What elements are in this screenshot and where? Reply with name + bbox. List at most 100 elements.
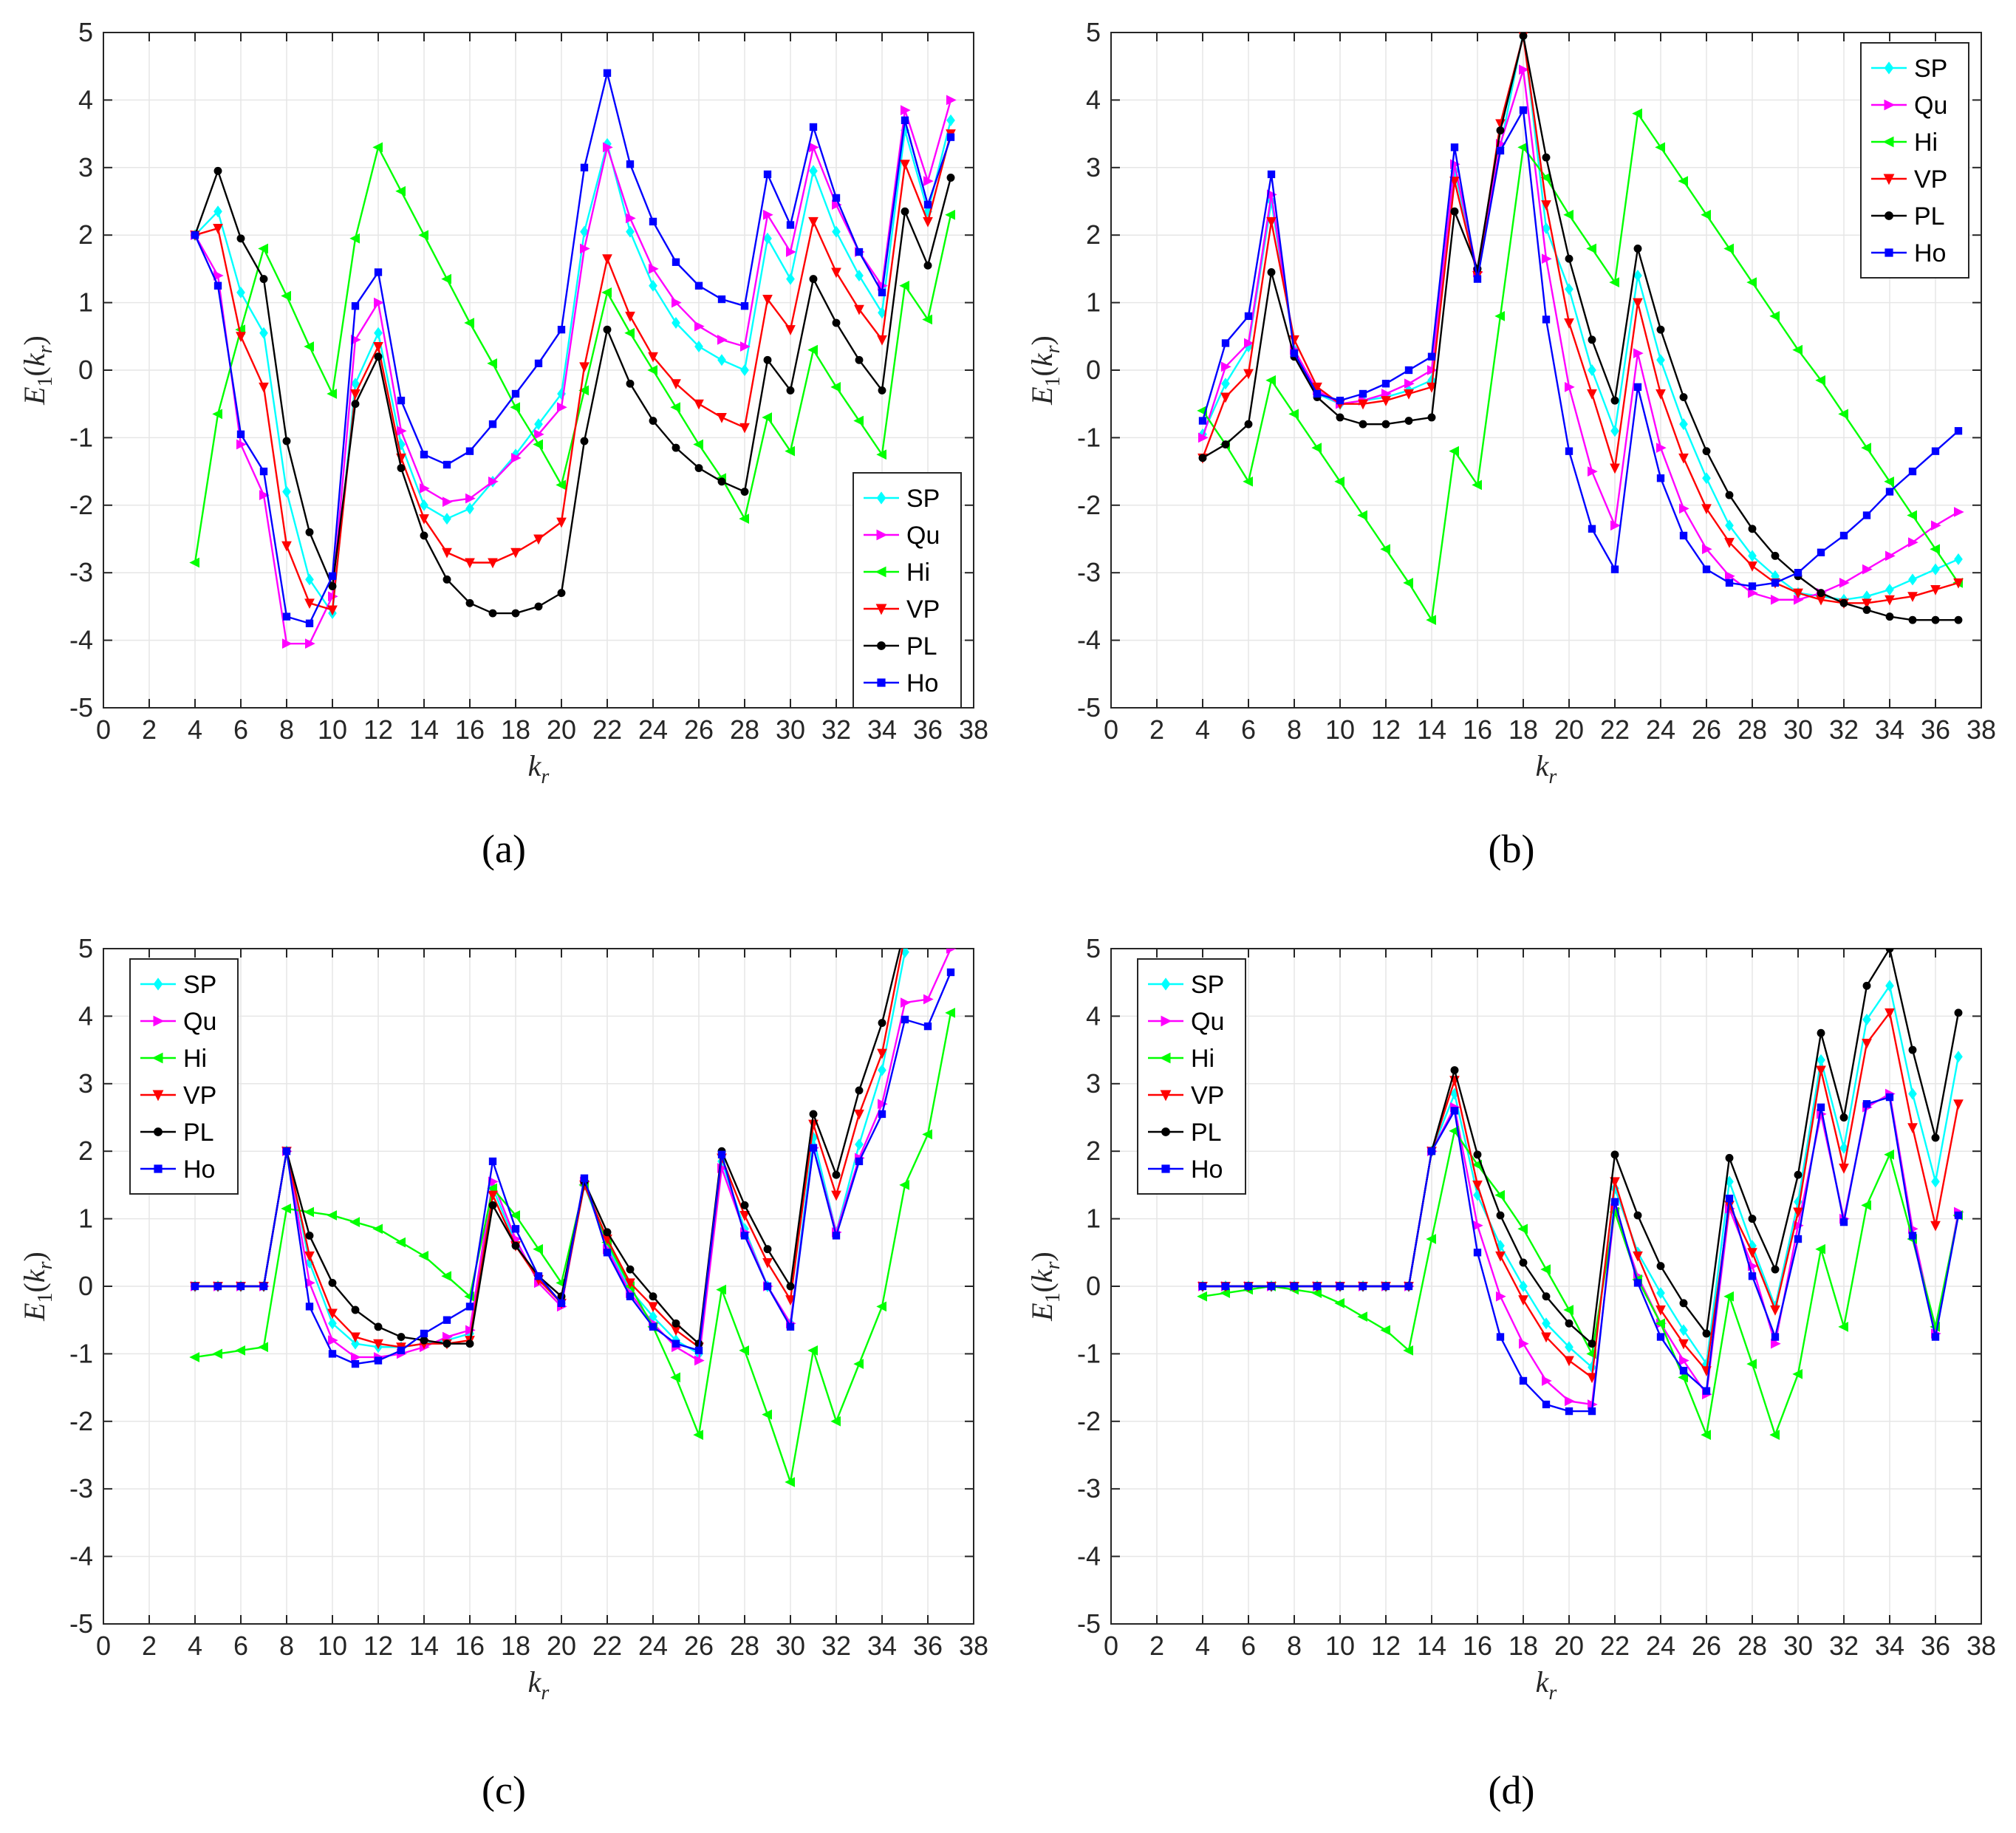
data-point: [694, 1346, 703, 1355]
data-point: [901, 931, 909, 940]
legend-marker-pl: [154, 1127, 163, 1136]
data-point: [1793, 588, 1803, 599]
data-point: [1862, 1100, 1871, 1108]
data-point: [511, 389, 520, 398]
data-point: [419, 514, 429, 525]
data-point: [878, 386, 886, 395]
data-point: [763, 232, 772, 245]
data-point: [327, 605, 338, 616]
data-point: [901, 116, 909, 124]
data-point: [832, 1232, 841, 1240]
legend-marker-qu: [1161, 1015, 1172, 1027]
data-point: [1931, 563, 1940, 576]
data-point: [717, 335, 728, 345]
data-point: [672, 1319, 680, 1328]
data-point: [670, 1372, 680, 1383]
data-point: [1221, 339, 1230, 347]
data-point: [1679, 1299, 1688, 1308]
legend-marker-pl: [1885, 211, 1893, 220]
data-point: [649, 279, 657, 292]
legend-marker-sp: [1884, 61, 1894, 75]
x-tick-label: 30: [1783, 1631, 1813, 1661]
data-point: [395, 1237, 406, 1248]
data-point: [349, 1217, 360, 1228]
data-point: [1381, 380, 1390, 388]
series-area: [1197, 949, 1964, 1440]
data-point: [580, 1174, 589, 1182]
data-point: [1862, 981, 1871, 990]
x-tick-label: 26: [1692, 714, 1721, 745]
data-point: [1817, 548, 1825, 556]
data-point: [1908, 1088, 1917, 1100]
data-point: [1632, 108, 1642, 119]
data-point: [878, 1099, 888, 1110]
data-point: [1838, 409, 1848, 420]
y-axis-label-paren: (: [1025, 1283, 1059, 1292]
legend: SP Qu Hi VP PL Ho: [852, 472, 962, 709]
legend-label-hi: Hi: [1191, 1045, 1214, 1073]
x-tick-label: 24: [1646, 1631, 1675, 1661]
data-point: [487, 358, 497, 369]
data-point: [1633, 1279, 1642, 1287]
panel-d: 0 2 4 6 8 10 12 14 16 18 20 22 24 26 28 30 32 34 36 38 5 4 3 2 1…: [1008, 916, 2015, 1832]
legend-marker-qu: [876, 529, 888, 541]
data-point: [1794, 1235, 1803, 1243]
data-point: [1565, 1341, 1573, 1354]
data-point: [1540, 1264, 1551, 1275]
data-point: [557, 325, 566, 334]
data-point: [855, 270, 864, 282]
data-point: [1542, 253, 1552, 264]
y-tick-label: 0: [78, 355, 93, 385]
data-point: [488, 1157, 497, 1166]
legend-label-sp: SP: [1914, 55, 1947, 83]
data-point: [1792, 344, 1803, 355]
data-point: [1221, 361, 1231, 372]
x-tick-label: 2: [1149, 714, 1164, 745]
data-point: [1517, 1223, 1528, 1235]
y-tick-label: 3: [1086, 152, 1101, 182]
x-tick-label: 16: [455, 714, 485, 745]
data-point: [1472, 479, 1482, 491]
legend-label-ho: Ho: [1191, 1156, 1223, 1184]
x-tick-label: 38: [959, 1631, 988, 1661]
data-point: [1931, 1333, 1940, 1341]
x-tick-label: 34: [867, 1631, 897, 1661]
data-point: [534, 359, 543, 368]
x-tick-label: 28: [1737, 1631, 1767, 1661]
data-point: [1565, 1396, 1575, 1407]
x-tick-label: 6: [1241, 1631, 1256, 1661]
data-point: [580, 243, 590, 254]
data-point: [1725, 578, 1734, 587]
data-point: [878, 307, 886, 319]
data-point: [533, 439, 543, 450]
data-point: [603, 69, 612, 78]
x-tick-label: 4: [1195, 1631, 1210, 1661]
legend-marker-vp: [1883, 174, 1895, 185]
data-point: [1336, 413, 1344, 422]
y-axis-label-main: E: [1025, 386, 1059, 405]
data-point: [1633, 1251, 1643, 1262]
data-point: [1702, 565, 1711, 573]
y-tick-label: -1: [69, 1338, 93, 1368]
x-axis-label-sub: r: [1548, 1682, 1557, 1704]
data-point: [372, 1223, 383, 1235]
x-axis-label-sub: r: [541, 765, 549, 788]
data-point: [809, 1144, 818, 1152]
data-point: [625, 311, 635, 322]
legend-marker-qu: [1884, 99, 1896, 111]
legend-label-sp: SP: [1191, 971, 1224, 999]
data-point: [1473, 1150, 1482, 1159]
data-point: [1565, 1319, 1573, 1328]
data-point: [900, 160, 910, 170]
y-tick-label: 2: [78, 1136, 93, 1166]
data-point: [1633, 270, 1642, 282]
data-point: [236, 1282, 245, 1291]
ticks: [1110, 948, 1982, 1625]
data-point: [832, 1170, 841, 1179]
data-point: [1839, 1141, 1848, 1154]
data-point: [786, 386, 795, 395]
data-point: [648, 1302, 658, 1313]
data-point: [1702, 447, 1711, 456]
data-point: [1656, 474, 1665, 482]
series-area: [189, 69, 957, 649]
